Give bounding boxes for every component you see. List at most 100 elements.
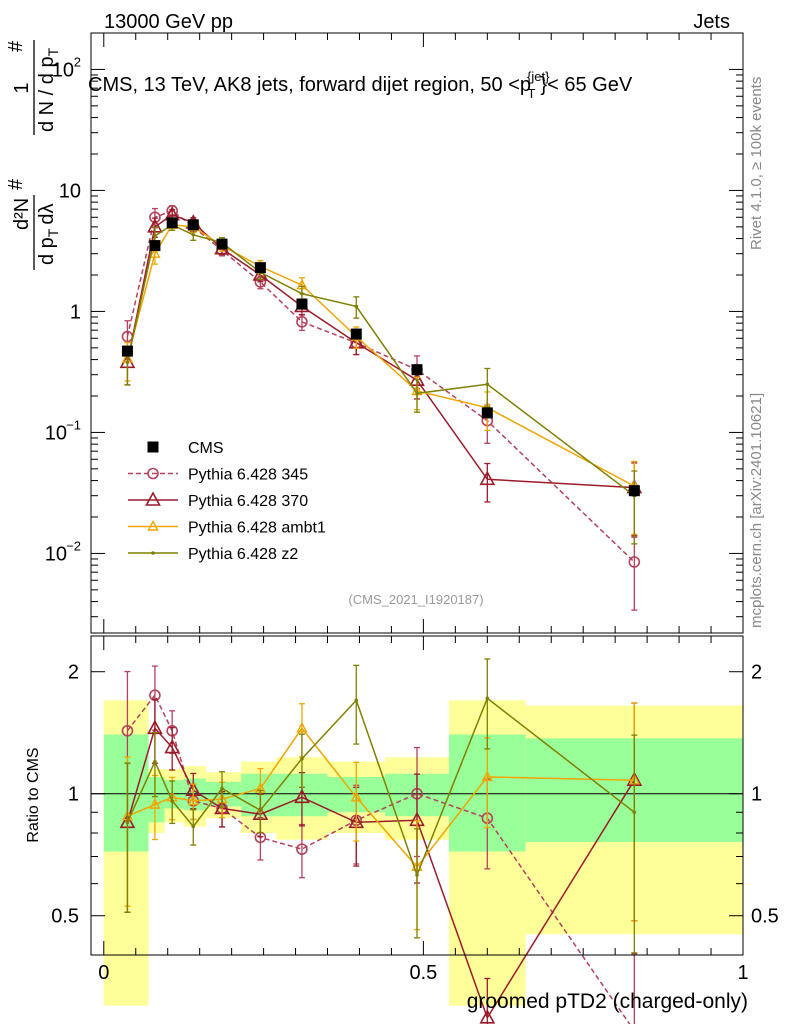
legend-label: CMS [188,440,224,457]
legend-label: Pythia 6.428 z2 [188,546,298,563]
main-point [254,262,266,274]
main-point [354,304,359,309]
main-point [350,328,362,340]
ratio-y-tick-label-left: 1 [68,784,79,806]
ratio-point [485,696,490,701]
ratio-y-tick-label-right: 2 [751,662,762,684]
main-panel-frame [90,32,744,634]
main-series-pythia-6-428-370 [119,206,643,537]
ratio-uncertainty-bands [103,700,743,1006]
ratio-point [632,810,637,815]
ratio-panel-frame [90,635,744,956]
ratio-point [296,721,308,733]
axis-ticks [91,32,744,956]
main-point [187,219,199,231]
ratio-point [481,770,493,782]
main-point [481,407,493,419]
main-point [191,232,196,237]
main-point [216,238,228,250]
header-right: Jets [693,11,730,33]
main-y-tick-exponent: −1 [66,417,81,432]
main-point [479,470,496,486]
ratio-band-green [103,734,149,852]
analysis-watermark: (CMS_2021_I1920187) [348,592,483,607]
ratio-y-axis-label: Ratio to CMS [25,747,42,842]
legend-marker [147,520,159,531]
svg-text:#: # [5,40,27,52]
main-point [149,247,161,258]
x-tick-label: 0.5 [409,962,437,984]
ratio-point [415,873,419,877]
ratio-point [187,794,199,806]
legend: CMS Pythia 6.428 345 Pythia 6.428 370 Pythi… [128,440,326,563]
main-series-cms [121,217,640,497]
main-y-tick-label: 10 [52,59,74,81]
main-y-tick-label: 10 [59,180,81,202]
legend-entry: CMS [147,440,224,457]
main-point [166,217,178,229]
legend-entry: Pythia 6.428 345 [128,467,308,484]
main-y-tick-exponent: −2 [66,538,81,553]
ratio-y-tick-label-left: 0.5 [51,906,79,928]
ratio-point [153,759,157,764]
ratio-series-pythia-6-428-z2 [124,658,638,954]
ratio-point [354,698,359,703]
main-point [153,234,157,238]
legend-entry: Pythia 6.428 ambt1 [128,520,326,537]
main-point [628,556,641,568]
ratio-point [164,738,181,754]
x-axis-label: groomed pTD2 (charged-only) [467,990,748,1013]
legend-marker [147,441,159,453]
chart-title: CMS, 13 TeV, AK8 jets, forward dijet reg… [88,69,633,101]
main-y-tick-label: 1 [70,301,81,323]
legend-marker [147,467,159,480]
x-tick-label: 0 [98,962,109,984]
header-left: 13000 GeV pp [104,11,233,33]
main-point [125,360,130,365]
ratio-y-tick-label-left: 2 [68,662,79,684]
main-point [300,291,304,296]
main-point [296,316,308,328]
svg-text:d pTdλ: d pTdλ [36,204,61,266]
main-series-pythia-6-428-ambt1 [121,218,640,535]
ratio-panel-series [119,658,643,1024]
legend-entry: Pythia 6.428 370 [128,491,308,510]
ratio-point [220,786,224,791]
ratio-point [294,788,310,804]
ratio-band-green [148,776,165,823]
ratio-point [149,798,161,809]
legend-label: Pythia 6.428 370 [188,493,308,510]
ratio-point [479,1009,496,1024]
main-point [411,364,423,376]
mcplots-label: mcplots.cern.ch [arXiv:2401.10621] [748,393,765,628]
legend-marker [151,551,155,555]
svg-text:d²N: d²N [11,198,33,230]
ratio-y-tick-label-right: 1 [751,784,762,806]
svg-text:d N / d pT: d N / d pT [36,47,61,132]
main-series-line [126,209,635,563]
ratio-point [300,756,304,761]
rivet-label: Rivet 4.1.0, ≥ 100k events [748,77,765,250]
ratio-point [296,843,308,855]
ratio-point [350,790,362,802]
legend-label: Pythia 6.428 ambt1 [188,520,326,537]
main-y-tick-label: 10 [45,422,67,444]
main-point [121,345,133,357]
legend-entry: Pythia 6.428 z2 [128,546,298,563]
main-panel-series [119,204,643,611]
ratio-point [125,820,130,825]
legend-marker [145,491,161,506]
ratio-point [191,824,196,829]
ratio-y-tick-label-right: 0.5 [751,906,779,928]
svg-text:#: # [5,178,27,190]
main-point [296,298,308,310]
ratio-point [258,808,263,813]
main-point [628,485,640,497]
main-point [485,382,490,387]
main-y-tick-exponent: 2 [74,54,81,69]
svg-text:1: 1 [11,82,33,93]
main-y-axis-label: # 1 d N / d pT # d²N d pTdλ [5,40,61,270]
main-point [149,240,161,252]
